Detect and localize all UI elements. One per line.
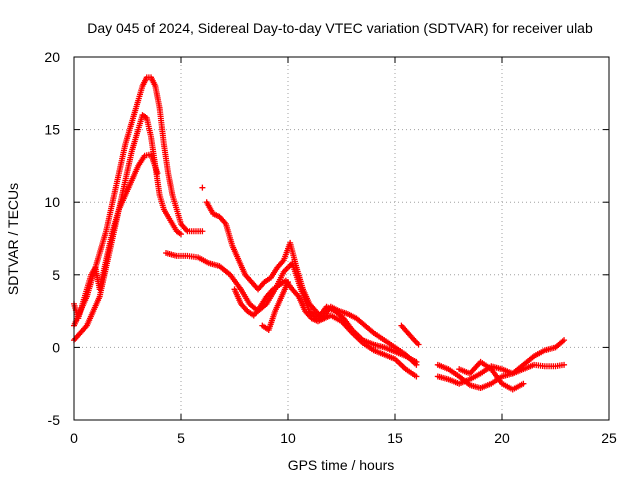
data-point-track-c: [154, 170, 161, 177]
data-point-track-i: [561, 361, 568, 368]
series-track-g: [259, 279, 291, 333]
data-point-track-k: [520, 380, 527, 387]
data-points: [71, 74, 568, 393]
series-track-d: [163, 250, 420, 365]
data-point-track-a: [199, 228, 206, 235]
x-tick-label: 0: [70, 430, 78, 446]
x-tick-label: 10: [280, 430, 296, 446]
series-track-a: [71, 74, 206, 329]
data-point-track-b: [178, 231, 184, 238]
grid: [74, 57, 609, 420]
series-track-h: [398, 322, 422, 348]
y-tick-label: 20: [44, 49, 60, 65]
series-track-j: [434, 337, 568, 392]
y-tick-label: 0: [52, 339, 60, 355]
plot-frame: [73, 56, 610, 421]
y-tick-label: 5: [52, 267, 60, 283]
x-tick-label: 20: [494, 430, 510, 446]
y-axis-title: SDTVAR / TECUs: [5, 183, 21, 295]
x-axis-title: GPS time / hours: [288, 457, 395, 473]
x-tick-label: 15: [387, 430, 403, 446]
y-tick-label: -5: [48, 412, 61, 428]
series-track-f: [231, 277, 420, 380]
data-point-isolated: [199, 184, 206, 191]
y-tick-label: 10: [44, 194, 60, 210]
x-tick-label: 25: [601, 430, 617, 446]
data-point-track-h: [415, 341, 422, 348]
data-point-track-j: [561, 337, 568, 344]
data-point-track-f: [413, 373, 420, 380]
series-track-k: [456, 358, 527, 393]
x-tick-label: 5: [177, 430, 185, 446]
axes-ticks: 0 5 10 15 20 25 -5 0 5 10 15 20: [44, 49, 617, 446]
y-tick-label: 15: [44, 122, 60, 138]
data-point-track-g: [285, 279, 291, 286]
chart-title: Day 045 of 2024, Sidereal Day-to-day VTE…: [87, 20, 593, 36]
series-track-e: [203, 199, 420, 368]
data-point-track-e: [413, 361, 420, 368]
series-track-c: [71, 151, 161, 322]
